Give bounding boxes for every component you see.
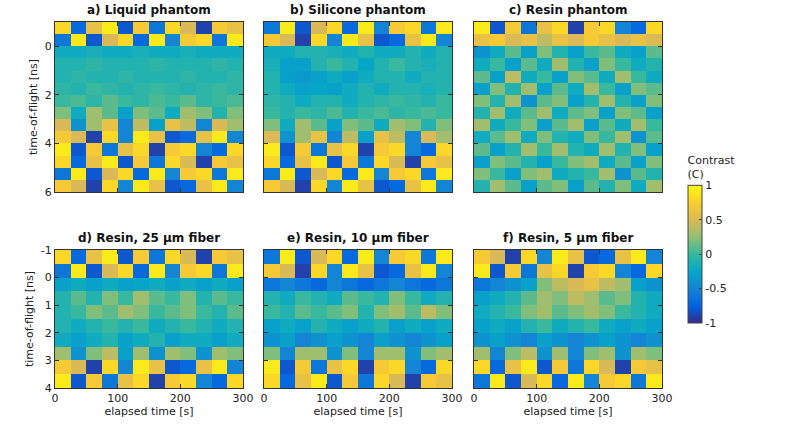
svg-text:200: 200 xyxy=(170,392,191,405)
svg-text:1: 1 xyxy=(45,299,52,312)
svg-text:c) Resin phantom: c) Resin phantom xyxy=(509,3,627,17)
svg-text:200: 200 xyxy=(379,392,400,405)
svg-text:elapsed time [s]: elapsed time [s] xyxy=(523,405,612,418)
svg-text:100: 100 xyxy=(316,392,337,405)
svg-text:0: 0 xyxy=(705,248,712,261)
svg-text:d) Resin, 25 μm fiber: d) Resin, 25 μm fiber xyxy=(78,231,220,245)
svg-text:300: 300 xyxy=(652,392,673,405)
svg-text:4: 4 xyxy=(45,137,52,150)
svg-text:0.5: 0.5 xyxy=(705,214,723,227)
svg-text:6: 6 xyxy=(45,186,52,199)
svg-text:1: 1 xyxy=(705,179,712,192)
svg-text:200: 200 xyxy=(589,392,610,405)
svg-text:2: 2 xyxy=(45,89,52,102)
svg-text:0: 0 xyxy=(471,392,478,405)
svg-text:3: 3 xyxy=(45,354,52,367)
svg-text:300: 300 xyxy=(233,392,254,405)
svg-text:b) Silicone phantom: b) Silicone phantom xyxy=(290,3,426,17)
svg-text:e) Resin, 10 μm fiber: e) Resin, 10 μm fiber xyxy=(287,231,429,245)
svg-text:elapsed time [s]: elapsed time [s] xyxy=(104,405,193,418)
svg-text:100: 100 xyxy=(526,392,547,405)
svg-text:0: 0 xyxy=(52,392,59,405)
svg-text:f) Resin, 5 μm fiber: f) Resin, 5 μm fiber xyxy=(503,231,633,245)
svg-text:100: 100 xyxy=(107,392,128,405)
svg-text:a) Liquid phantom: a) Liquid phantom xyxy=(87,3,211,17)
svg-text:2: 2 xyxy=(45,327,52,340)
svg-text:0: 0 xyxy=(45,271,52,284)
svg-text:time-of-flight [ns]: time-of-flight [ns] xyxy=(23,271,36,367)
svg-text:300: 300 xyxy=(442,392,463,405)
svg-text:0: 0 xyxy=(45,40,52,53)
svg-text:-0.5: -0.5 xyxy=(705,282,726,295)
svg-text:time-of-flight [ns]: time-of-flight [ns] xyxy=(27,59,40,155)
svg-text:-1: -1 xyxy=(41,244,52,257)
svg-text:0: 0 xyxy=(261,392,268,405)
svg-text:4: 4 xyxy=(45,382,52,395)
svg-text:Contrast(C): Contrast(C) xyxy=(688,154,736,181)
svg-text:elapsed time [s]: elapsed time [s] xyxy=(313,405,402,418)
svg-text:-1: -1 xyxy=(705,317,716,330)
